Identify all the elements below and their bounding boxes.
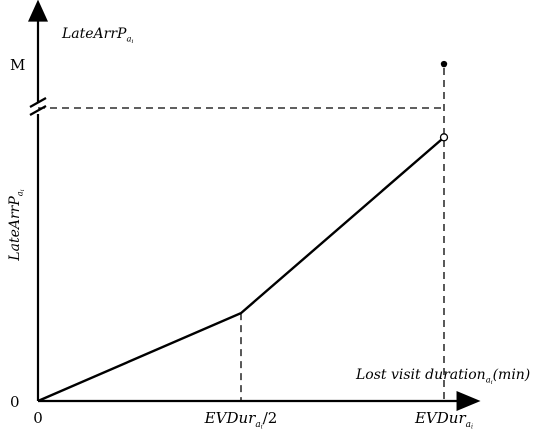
y-axis-arrowhead bbox=[28, 0, 48, 22]
x-axis-arrowhead bbox=[456, 391, 481, 411]
axes bbox=[28, 0, 481, 411]
x-tick-label-2-sub: a bbox=[466, 420, 471, 430]
y-axis-break-mark-2 bbox=[29, 97, 47, 108]
y-axis-label-top: LateArrPai bbox=[61, 26, 133, 45]
y-tick-label-0: 0 bbox=[10, 393, 20, 411]
y-axis-label-top-sub: a bbox=[126, 34, 131, 44]
x-axis-label-sub: a bbox=[486, 375, 491, 385]
x-axis-label-suffix: (min) bbox=[493, 367, 531, 383]
x-axis-label: Lost visit durationai(min) bbox=[355, 367, 530, 386]
series-line bbox=[37, 138, 443, 403]
y-axis-label-side-group: LateArrPai bbox=[7, 189, 26, 261]
x-tick-label-2-subsub: i bbox=[471, 424, 473, 431]
x-tick-label-2-main: EVDur bbox=[414, 409, 466, 427]
y-axis-label-top-subsub: i bbox=[131, 39, 133, 45]
y-axis-label-side: LateArrPai bbox=[7, 189, 26, 261]
x-tick-label-1-main: EVDur bbox=[204, 409, 256, 427]
x-tick-label-1-subsub: i bbox=[261, 424, 263, 431]
y-axis-label-side-subsub: i bbox=[20, 189, 26, 191]
y-tick-label-1: M bbox=[10, 56, 25, 74]
x-tick-label-1: EVDurai/2 bbox=[204, 409, 278, 431]
x-tick-label-1-sub: a bbox=[255, 420, 260, 430]
guide-lines bbox=[38, 68, 445, 401]
endpoint-marks bbox=[439, 60, 449, 142]
y-axis-label-side-sub: a bbox=[15, 191, 25, 196]
x-tick-label-2: EVDurai bbox=[414, 409, 473, 431]
y-axis-label-side-main: LateArrP bbox=[7, 196, 23, 262]
y-axis-label-top-main: LateArrP bbox=[61, 26, 127, 42]
x-tick-label-1-suffix: /2 bbox=[263, 409, 278, 427]
x-axis-label-main: Lost visit duration bbox=[355, 367, 486, 383]
x-axis-label-subsub: i bbox=[491, 380, 493, 386]
closed-endpoint-marker bbox=[440, 60, 448, 68]
series-line-path bbox=[37, 138, 443, 403]
x-tick-label-0: 0 bbox=[33, 409, 43, 427]
open-endpoint-marker bbox=[439, 133, 449, 142]
